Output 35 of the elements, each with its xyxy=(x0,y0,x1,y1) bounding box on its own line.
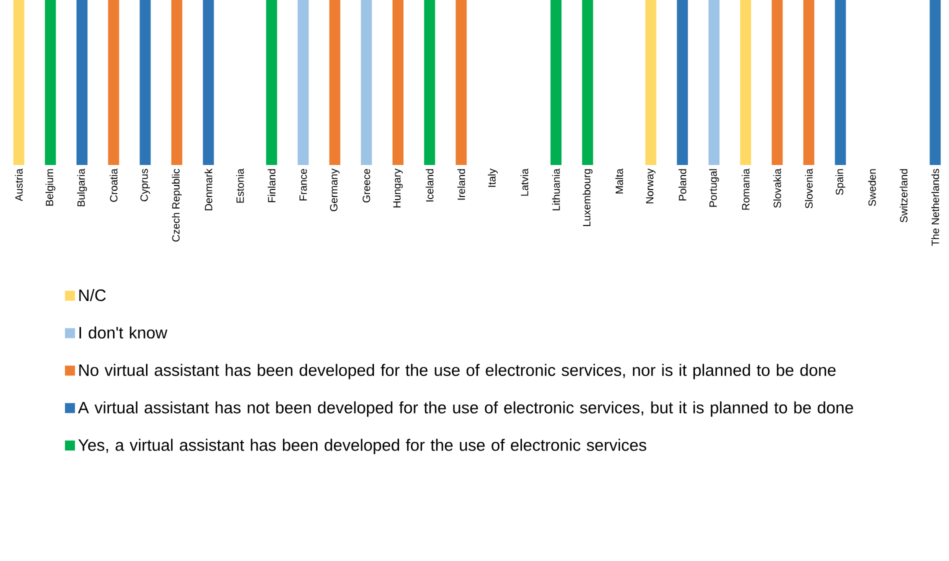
x-tick-label: Greece xyxy=(362,168,370,202)
x-tick-label: Austria xyxy=(14,168,23,202)
x-tick-label: Spain xyxy=(836,169,846,195)
x-tick-label: Lithuania xyxy=(552,168,560,210)
x-tick-label: Estonia xyxy=(236,168,244,203)
x-tick-label: Bulgaria xyxy=(77,168,87,206)
x-tick-label: Germany xyxy=(330,168,340,212)
x-tick-label: Finland xyxy=(268,169,276,202)
legend-label: Yes, a virtual assistant has been developed for the use of electronic services xyxy=(78,438,646,454)
legend-label: No virtual assistant has been developed for the use of electronic services, nor is it planned to be done xyxy=(79,364,836,380)
legend-label: I don't know xyxy=(79,326,168,339)
x-tick-label: Poland xyxy=(678,169,686,200)
x-tick-label: Iceland xyxy=(426,169,434,202)
x-tick-label: Croatia xyxy=(110,168,118,202)
x-tick-label: Malta xyxy=(615,168,624,194)
x-tick-label: Sweden xyxy=(868,169,876,206)
x-tick-label: Slovenia xyxy=(804,168,813,208)
x-tick-label: Denmark xyxy=(204,168,212,210)
x-tick-label: Switzerland xyxy=(900,169,908,222)
x-tick-label: Slovakia xyxy=(773,168,782,208)
x-tick-label: The Netherlands xyxy=(931,168,940,246)
x-tick-label: Belgium xyxy=(46,169,56,206)
legend-label: A virtual assistant has not been developed for the use of electronic services, but it is planned to be done xyxy=(78,401,854,417)
x-tick-label: Latvia xyxy=(520,168,528,196)
x-tick-label: France xyxy=(300,168,307,200)
x-tick-label: Hungary xyxy=(393,168,403,208)
x-tick-label: Czech Republic xyxy=(172,168,182,242)
x-tick-label: Ireland xyxy=(457,169,466,200)
x-tick-label: Romania xyxy=(742,168,750,210)
legend-label: N/C xyxy=(79,288,106,302)
x-tick-label: Italy xyxy=(488,168,498,187)
x-tick-label: Luxembourg xyxy=(582,169,592,226)
x-tick-label: Norway xyxy=(646,168,656,204)
x-tick-label: Cyprus xyxy=(140,168,150,202)
x-tick-label: Portugal xyxy=(709,169,719,207)
